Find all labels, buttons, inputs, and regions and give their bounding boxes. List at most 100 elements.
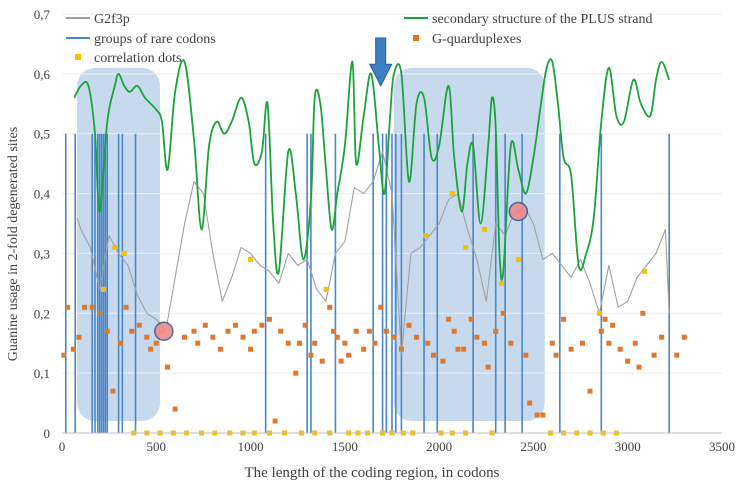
g-quadruplex-point <box>378 304 384 310</box>
g-quadruplex-point <box>500 310 506 316</box>
legend-swatch <box>75 54 81 60</box>
g-quadruplex-point <box>455 346 461 352</box>
g-quadruplex-point <box>398 346 404 352</box>
g-quadruplex-point <box>312 340 318 346</box>
g-quadruplex-point <box>440 358 446 364</box>
g-quadruplex-point <box>104 328 110 334</box>
g-quadruplex-point <box>372 340 378 346</box>
series-lines <box>73 58 671 356</box>
g-quadruplex-point <box>272 418 278 424</box>
g-quadruplex-point <box>598 328 604 334</box>
g-quadruplex-point <box>331 328 337 334</box>
x-axis-label: The length of the coding region, in codo… <box>245 465 500 481</box>
g-quadruplex-point <box>461 346 467 352</box>
g-quadruplex-point <box>327 304 333 310</box>
g-quadruplex-point <box>549 340 555 346</box>
g-quadruplex-point <box>523 352 529 358</box>
g-quadruplex-point <box>353 328 359 334</box>
arrow-shape <box>368 37 393 87</box>
g-quadruplex-point <box>172 406 178 412</box>
g-quadruplex-point <box>148 346 154 352</box>
down-arrow-icon <box>368 37 393 87</box>
correlation-point <box>481 226 487 232</box>
g-quadruplex-point <box>346 352 352 358</box>
g-quadruplex-point <box>561 316 567 322</box>
g-quadruplex-point <box>383 328 389 334</box>
g-quadruplex-point <box>319 358 325 364</box>
g-quadruplex-point <box>144 334 150 340</box>
y-tick-label: 0 <box>44 426 51 441</box>
legend-item-gq: G-quarduplexes <box>413 32 521 47</box>
g-quadruplex-point <box>651 352 657 358</box>
legend-label: groups of rare codons <box>94 32 216 47</box>
legend-label: G-quarduplexes <box>432 32 521 47</box>
g-quadruplex-point <box>610 322 616 328</box>
y-tick-label: 0,7 <box>34 7 51 22</box>
gridlines <box>62 13 722 374</box>
correlation-point <box>423 232 429 238</box>
g-quadruplex-point <box>117 340 123 346</box>
legend-item-rare: groups of rare codons <box>66 32 216 47</box>
legend-label: correlation dots <box>94 51 181 66</box>
g-quadruplex-point <box>606 340 612 346</box>
g-quadruplex-point <box>266 316 272 322</box>
correlation-point <box>463 244 469 250</box>
g-quadruplex-point <box>342 340 348 346</box>
g-quadruplex-point <box>485 364 491 370</box>
y-tick-label: 0,6 <box>34 67 51 82</box>
series-g2f3p <box>76 151 670 356</box>
circled-point-1 <box>154 321 174 341</box>
g-quadruplex-point <box>293 370 299 376</box>
g-quadruplex-point <box>89 304 95 310</box>
g-quadruplex-point <box>481 340 487 346</box>
g-quadruplex-point <box>334 334 340 340</box>
g-quadruplex-point <box>308 352 314 358</box>
g-quadruplex-point <box>65 304 71 310</box>
circled-point-2 <box>508 201 529 222</box>
correlation-point <box>121 250 127 256</box>
series-secondary-structure <box>73 58 671 281</box>
legend-item-corr: correlation dots <box>75 51 181 66</box>
g-quadruplex-point <box>540 412 546 418</box>
y-tick-label: 0,3 <box>34 246 50 261</box>
g-quadruplex-point <box>136 322 142 328</box>
g-quadruplex-point <box>61 352 67 358</box>
correlation-point <box>112 244 118 250</box>
x-tick-label: 2000 <box>426 439 452 454</box>
y-tick-label: 0,4 <box>34 187 51 202</box>
g-quadruplex-point <box>153 340 159 346</box>
g-quadruplex-point <box>76 334 82 340</box>
y-axis-label: Guanine usage in 2-fold degenerated site… <box>6 127 21 361</box>
g-quadruplex-point <box>579 340 585 346</box>
legend-label: G2f3p <box>94 12 130 27</box>
correlation-point <box>100 286 106 292</box>
g-quadruplex-point <box>123 304 129 310</box>
g-quadruplex-point <box>232 322 238 328</box>
g-quadruplex-point <box>210 334 216 340</box>
g-quadruplex-point <box>625 358 631 364</box>
g-quadruplex-point <box>302 322 308 328</box>
g-quadruplex-point <box>97 310 103 316</box>
x-tick-label: 3000 <box>615 439 641 454</box>
g-quadruplex-point <box>636 364 642 370</box>
circled-points <box>154 201 529 341</box>
g-quadruplex-point <box>587 388 593 394</box>
correlation-point <box>498 280 504 286</box>
y-tick-label: 0,1 <box>34 366 50 381</box>
g-quadruplex-point <box>110 388 116 394</box>
g-quadruplex-point <box>366 328 372 334</box>
g-quadruplex-point <box>202 322 208 328</box>
g-quadruplex-point <box>406 322 412 328</box>
g-quadruplex-point <box>553 352 559 358</box>
legend-item-g2f3p: G2f3p <box>66 12 130 27</box>
g-quadruplex-point <box>493 328 499 334</box>
correlation-point <box>248 256 254 262</box>
g-quadruplex-point <box>414 334 420 340</box>
x-tick-label: 3500 <box>709 439 735 454</box>
g-quadruplex-point <box>165 364 171 370</box>
x-tick-label: 0 <box>59 439 66 454</box>
g-quadruplex-markers <box>61 209 687 424</box>
x-tick-label: 1000 <box>238 439 264 454</box>
g-quadruplex-point <box>240 334 246 340</box>
g-quadruplex-point <box>674 352 680 358</box>
